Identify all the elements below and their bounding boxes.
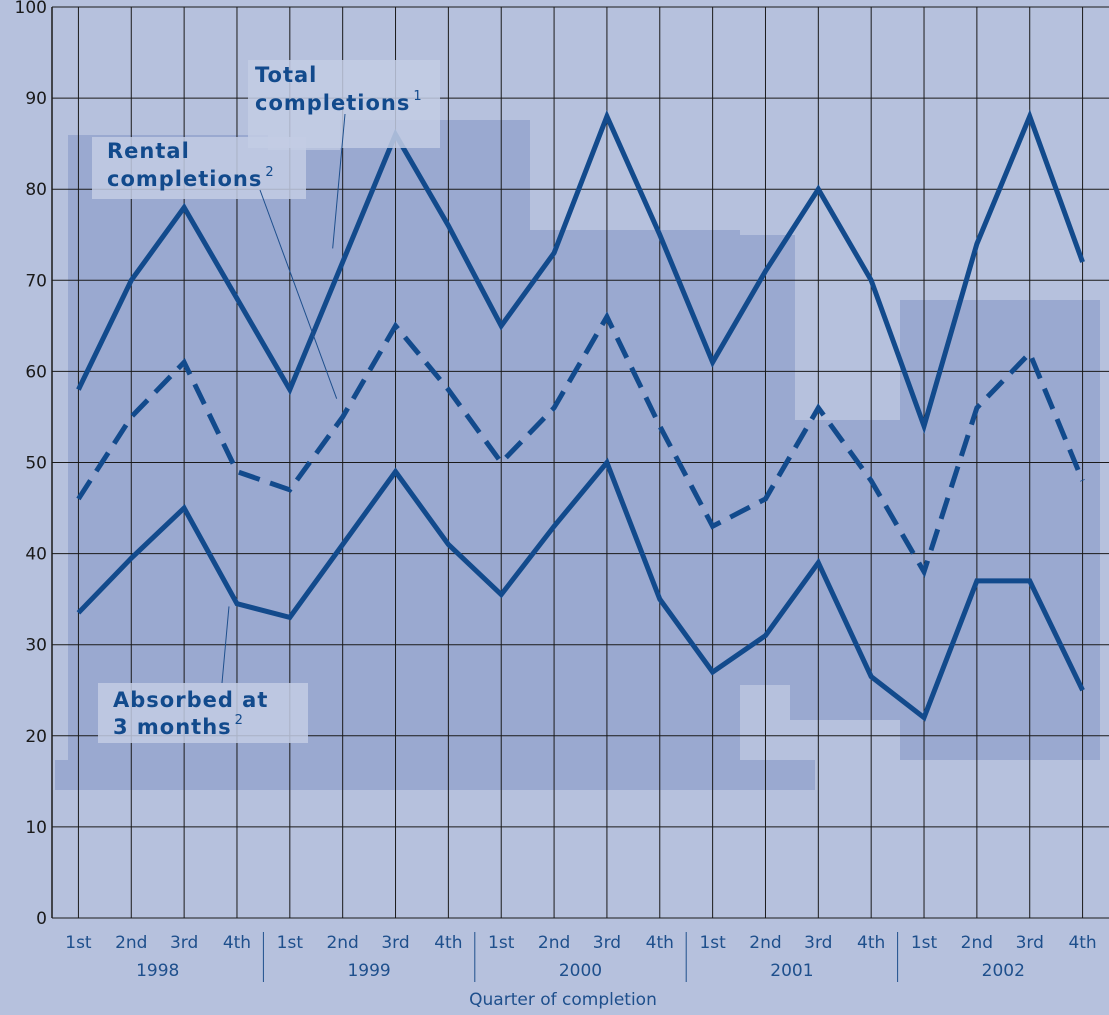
x-tick-label: 2nd <box>749 933 781 953</box>
x-tick-label: 3rd <box>593 933 621 953</box>
footnote-marker: 1 <box>413 89 422 104</box>
series-label-line1: Absorbed at <box>113 688 268 712</box>
y-tick-label: 50 <box>25 454 47 474</box>
series-layer <box>76 109 1085 722</box>
x-tick-label: 1st <box>277 933 304 953</box>
series-label-box <box>98 683 308 743</box>
series-label-line1: Rental <box>107 139 190 163</box>
y-tick-label: 0 <box>36 909 47 929</box>
x-tick-label: 4th <box>646 933 674 953</box>
y-tick-label: 90 <box>25 89 47 109</box>
x-tick-label: 2nd <box>961 933 993 953</box>
footnote-marker: 2 <box>235 713 244 728</box>
x-tick-label: 3rd <box>804 933 832 953</box>
y-tick-label: 20 <box>25 727 47 747</box>
x-tick-label: 1st <box>699 933 726 953</box>
x-axis-title: Quarter of completion <box>469 990 657 1010</box>
y-tick-label: 40 <box>25 545 47 565</box>
x-tick-label: 4th <box>857 933 885 953</box>
y-tick-label: 60 <box>25 362 47 382</box>
y-tick-label: 30 <box>25 636 47 656</box>
y-tick-label: 70 <box>25 271 47 291</box>
footnote-marker: 2 <box>265 165 274 180</box>
series-label-box <box>248 60 440 148</box>
axes: 0 10 20 30 40 50 60 70 80 90 100 1st 2nd 3rd 4th 1st 2nd… <box>15 0 1097 982</box>
series-label-line2: completions 2 <box>107 165 275 191</box>
x-tick-label: 1st <box>488 933 515 953</box>
leader-line <box>259 189 338 399</box>
year-label: 1999 <box>347 961 390 981</box>
x-tick-label: 2nd <box>115 933 147 953</box>
year-label: 2000 <box>559 961 602 981</box>
series-label-line2: completions 1 <box>255 89 423 115</box>
leader-line <box>221 606 230 684</box>
series-line-2 <box>76 311 1085 578</box>
x-tick-label: 4th <box>434 933 462 953</box>
building-illustration <box>55 120 1100 790</box>
y-tick-label: 10 <box>25 818 47 838</box>
series-line-1 <box>76 109 1085 435</box>
x-tick-label: 2nd <box>538 933 570 953</box>
y-tick-label: 80 <box>25 180 47 200</box>
x-tick-label: 3rd <box>170 933 198 953</box>
x-tick-label: 3rd <box>1016 933 1044 953</box>
series-label-box <box>92 137 306 199</box>
x-tick-label: 1st <box>65 933 92 953</box>
x-tick-label: 4th <box>223 933 251 953</box>
x-tick-label: 1st <box>911 933 938 953</box>
x-tick-label: 2nd <box>326 933 358 953</box>
series-line-3 <box>76 457 1085 722</box>
gridlines <box>52 6 1109 919</box>
series-label-line1: Total <box>255 63 317 87</box>
year-label: 2001 <box>770 961 813 981</box>
x-tick-label: 4th <box>1068 933 1096 953</box>
x-tick-label: 3rd <box>381 933 409 953</box>
year-label: 1998 <box>136 961 179 981</box>
y-tick-label: 100 <box>15 0 47 18</box>
year-label: 2002 <box>982 961 1025 981</box>
series-label-line2: 3 months 2 <box>113 713 244 739</box>
leader-line <box>332 113 346 249</box>
